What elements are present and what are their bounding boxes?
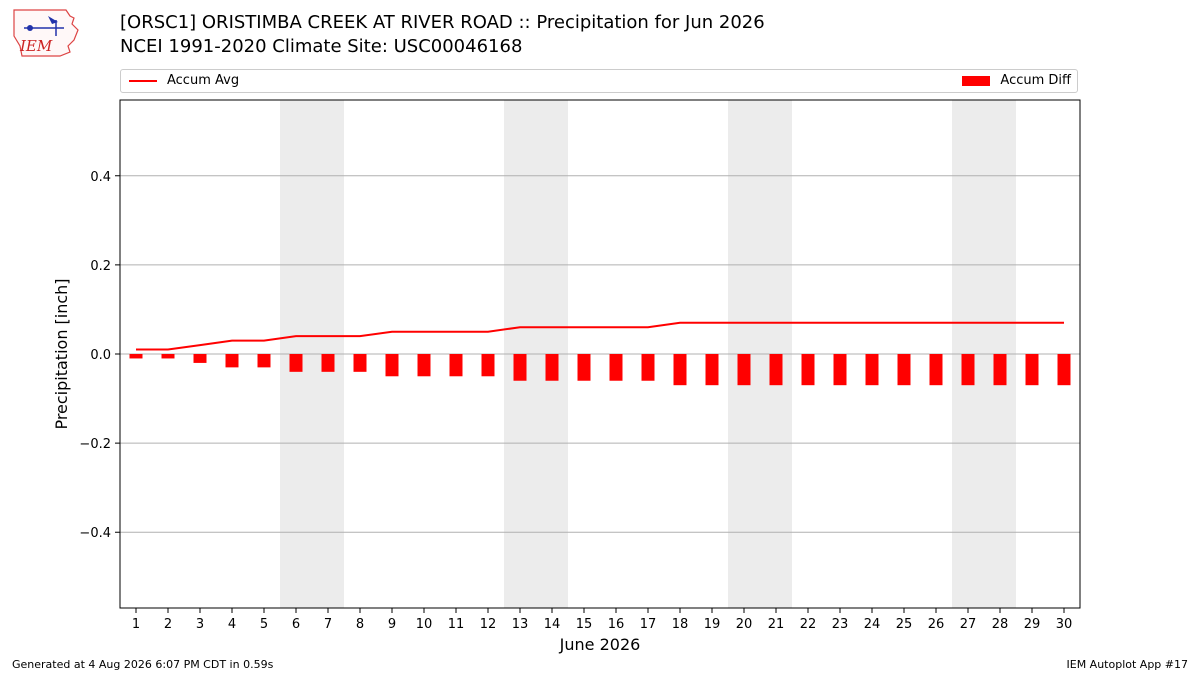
accum-diff-bar [577, 354, 591, 381]
legend-bar-swatch [962, 75, 991, 86]
accum-diff-bar [417, 354, 431, 377]
x-tick-label: 20 [736, 617, 753, 632]
accum-diff-bar [641, 354, 655, 381]
x-tick-label: 14 [544, 617, 561, 632]
x-tick-label: 23 [832, 617, 849, 632]
x-tick-label: 15 [576, 617, 593, 632]
accum-diff-bar [769, 354, 783, 386]
accum-diff-bar [673, 354, 687, 386]
accum-diff-bar [993, 354, 1007, 386]
accum-diff-bar [449, 354, 463, 377]
generated-timestamp: Generated at 4 Aug 2026 6:07 PM CDT in 0… [12, 658, 274, 671]
x-tick-label: 4 [228, 617, 236, 632]
x-tick-label: 24 [864, 617, 881, 632]
accum-diff-bar [961, 354, 975, 386]
x-tick-label: 26 [928, 617, 945, 632]
accum-diff-bar [193, 354, 207, 363]
x-tick-label: 13 [512, 617, 529, 632]
x-tick-label: 22 [800, 617, 817, 632]
x-tick-label: 3 [196, 617, 204, 632]
accum-diff-bar [929, 354, 943, 386]
x-tick-label: 25 [896, 617, 913, 632]
accum-diff-bar [865, 354, 879, 386]
accum-diff-bar [737, 354, 751, 386]
y-tick-label: −0.4 [79, 526, 111, 541]
legend-label-accum-diff: Accum Diff [1000, 73, 1071, 88]
legend: Accum Avg Accum Diff [120, 69, 1078, 93]
x-tick-label: 28 [992, 617, 1009, 632]
x-tick-label: 1 [132, 617, 140, 632]
accum-diff-bar [481, 354, 495, 377]
x-tick-label: 5 [260, 617, 268, 632]
x-tick-label: 16 [608, 617, 625, 632]
x-tick-label: 19 [704, 617, 721, 632]
accum-diff-bar [1025, 354, 1039, 386]
chart-title: [ORSC1] ORISTIMBA CREEK AT RIVER ROAD ::… [120, 12, 765, 33]
accum-avg-line [136, 321, 1064, 351]
legend-item-accum-diff: Accum Diff [962, 73, 1071, 88]
x-tick-label: 29 [1024, 617, 1041, 632]
plot-frame [119, 99, 1081, 609]
accum-diff-bar [385, 354, 399, 377]
accum-diff-bar [545, 354, 559, 381]
x-tick-label: 27 [960, 617, 977, 632]
x-tick-label: 10 [416, 617, 433, 632]
accum-diff-bar [609, 354, 623, 381]
accum-diff-bar [897, 354, 911, 386]
x-tick-label: 9 [388, 617, 396, 632]
x-tick-label: 6 [292, 617, 300, 632]
x-tick-label: 30 [1056, 617, 1073, 632]
y-tick-label: 0.4 [90, 170, 111, 185]
y-tick-label: −0.2 [79, 437, 111, 452]
accum-diff-bar [225, 354, 239, 368]
accum-diff-bar [161, 354, 175, 359]
x-tick-label: 8 [356, 617, 364, 632]
accum-diff-bar [257, 354, 271, 368]
legend-line-swatch [129, 79, 157, 82]
accum-diff-bar [1057, 354, 1071, 386]
y-tick-label: 0.0 [90, 348, 111, 363]
accum-diff-bar [289, 354, 303, 372]
legend-label-accum-avg: Accum Avg [167, 73, 240, 88]
x-tick-label: 18 [672, 617, 689, 632]
x-axis-label: June 2026 [559, 635, 641, 654]
y-tick-label: 0.2 [90, 259, 111, 274]
x-tick-label: 12 [480, 617, 497, 632]
accum-diff-bar [801, 354, 815, 386]
iem-logo: IEM [13, 9, 79, 57]
x-tick-label: 2 [164, 617, 172, 632]
x-tick-label: 17 [640, 617, 657, 632]
x-tick-label: 21 [768, 617, 785, 632]
legend-item-accum-avg: Accum Avg [129, 73, 239, 88]
x-tick-label: 11 [448, 617, 465, 632]
x-tick-label: 7 [324, 617, 332, 632]
y-axis-label: Precipitation [inch] [52, 278, 71, 429]
accum-diff-bar [833, 354, 847, 386]
accum-diff-bar [353, 354, 367, 372]
accum-diff-bar [321, 354, 335, 372]
accum-diff-bar [129, 354, 143, 359]
chart-subtitle: NCEI 1991-2020 Climate Site: USC00046168 [120, 36, 523, 57]
accum-diff-bar [513, 354, 527, 381]
app-credit: IEM Autoplot App #17 [1066, 658, 1189, 671]
logo-text: IEM [19, 37, 53, 55]
accum-diff-bar [705, 354, 719, 386]
